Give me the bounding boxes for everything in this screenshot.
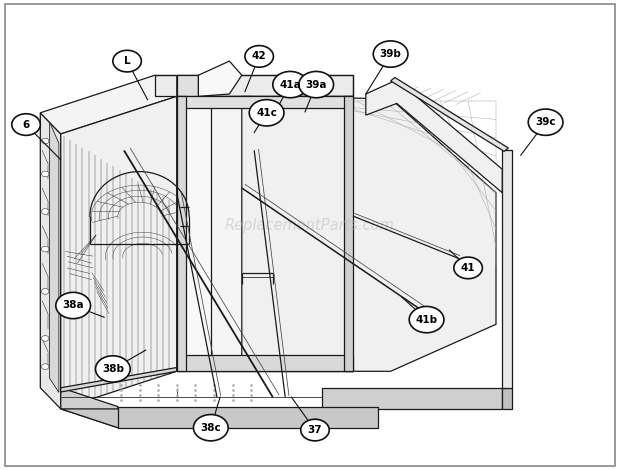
Text: 42: 42 [252,51,267,62]
Circle shape [113,50,141,72]
Polygon shape [61,96,177,409]
Polygon shape [502,388,512,409]
Circle shape [409,306,444,333]
Polygon shape [61,388,118,428]
Circle shape [42,289,49,294]
Polygon shape [177,355,353,371]
Circle shape [56,292,91,319]
Circle shape [301,419,329,441]
Circle shape [95,356,130,382]
Polygon shape [344,96,353,371]
Text: 37: 37 [308,425,322,435]
Text: 39b: 39b [379,49,402,59]
Circle shape [249,100,284,126]
Polygon shape [177,96,353,371]
Text: 6: 6 [22,119,30,130]
Text: 38a: 38a [63,300,84,311]
Circle shape [42,336,49,341]
Polygon shape [391,78,508,151]
Text: 41b: 41b [415,314,438,325]
Text: 41a: 41a [279,79,301,90]
Circle shape [373,41,408,67]
Text: 38b: 38b [102,364,124,374]
Circle shape [454,257,482,279]
Text: 41: 41 [461,263,476,273]
Polygon shape [502,150,512,388]
Circle shape [42,246,49,252]
Text: 39a: 39a [306,79,327,90]
Polygon shape [40,113,61,409]
Polygon shape [366,80,502,193]
Polygon shape [211,99,353,371]
Polygon shape [61,409,378,428]
Polygon shape [61,368,177,392]
Text: 39c: 39c [535,117,556,127]
Polygon shape [118,407,378,428]
Circle shape [12,114,40,135]
Circle shape [42,209,49,214]
Polygon shape [198,61,242,96]
Circle shape [193,415,228,441]
Text: ReplacementParts.com: ReplacementParts.com [225,218,395,233]
Circle shape [273,71,308,98]
Text: 38c: 38c [200,423,221,433]
Circle shape [528,109,563,135]
Circle shape [42,171,49,177]
Polygon shape [177,96,353,108]
Circle shape [245,46,273,67]
Polygon shape [155,75,353,96]
Text: L: L [124,56,130,66]
Text: 41c: 41c [256,108,277,118]
Polygon shape [50,122,59,392]
Circle shape [42,138,49,144]
Circle shape [42,364,49,369]
Polygon shape [322,388,502,409]
Circle shape [299,71,334,98]
Polygon shape [40,75,177,134]
Polygon shape [242,96,496,371]
Polygon shape [177,75,198,96]
Polygon shape [177,96,186,371]
